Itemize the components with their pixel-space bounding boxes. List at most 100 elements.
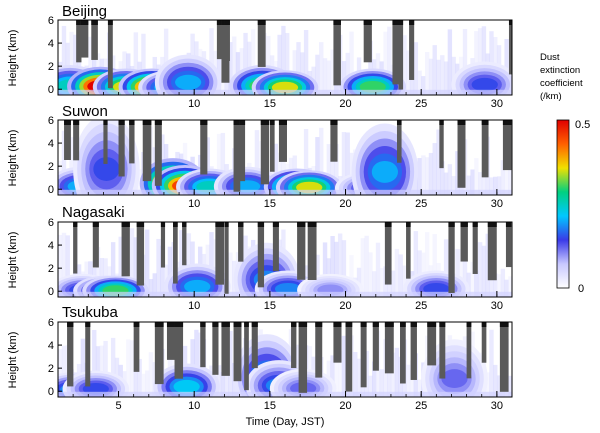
cloud-column — [330, 120, 338, 162]
background-extinction-column — [443, 61, 449, 95]
background-extinction-column — [394, 248, 400, 297]
background-extinction-column — [455, 248, 460, 297]
cloud-top — [257, 222, 265, 227]
x-tick-label: 5 — [115, 400, 121, 412]
cloud-column — [238, 222, 244, 262]
y-tick-label: 4 — [48, 38, 54, 50]
background-extinction-column — [216, 365, 222, 397]
cloud-top — [396, 120, 402, 125]
background-extinction-column — [489, 329, 494, 397]
background-extinction-column — [319, 42, 324, 95]
background-extinction-column — [337, 350, 343, 397]
background-extinction-column — [334, 241, 339, 297]
background-extinction-column — [428, 58, 434, 95]
background-extinction-column — [322, 242, 328, 297]
cloud-column — [154, 120, 162, 186]
x-tick-label: 15 — [264, 198, 276, 210]
background-extinction-column — [413, 42, 419, 95]
cloud-column — [107, 20, 113, 89]
y-tick-label: 6 — [48, 115, 54, 127]
cloud-column — [200, 120, 208, 175]
cloud-top — [481, 322, 487, 327]
background-extinction-column — [303, 30, 309, 95]
cloud-column — [166, 322, 176, 360]
cloud-top — [278, 120, 287, 125]
y-tick-label: 4 — [48, 340, 54, 352]
background-extinction-column — [504, 38, 509, 95]
cloud-top — [439, 322, 446, 327]
background-extinction-column — [394, 347, 400, 397]
background-extinction-column — [477, 172, 483, 195]
panel-title-suwon: Suwon — [62, 103, 108, 120]
cloud-column — [133, 322, 140, 372]
background-extinction-column — [148, 279, 154, 297]
cloud-top — [64, 120, 71, 125]
cloud-top — [133, 322, 140, 327]
background-extinction-column — [421, 76, 426, 95]
cloud-top — [67, 322, 74, 327]
y-axis-label-tsukuba: Height (km) — [7, 332, 19, 389]
cloud-top — [200, 120, 208, 125]
background-extinction-column — [368, 252, 373, 297]
background-extinction-column — [440, 161, 445, 195]
background-extinction-column — [406, 364, 411, 397]
cloud-top — [406, 222, 411, 227]
background-extinction-column — [462, 236, 468, 297]
cloud-column — [481, 322, 487, 363]
cloud-top — [400, 322, 406, 327]
y-tick-label: 6 — [48, 317, 54, 329]
x-tick-label: 15 — [264, 400, 276, 412]
background-extinction-column — [417, 379, 422, 397]
background-extinction-column — [387, 350, 392, 397]
dust-event-mark — [371, 160, 398, 183]
cloud-column — [129, 120, 135, 164]
background-extinction-column — [424, 157, 430, 195]
background-extinction-column — [92, 33, 97, 95]
dust-event-mark — [234, 180, 261, 193]
background-extinction-column — [383, 31, 388, 95]
cloud-column — [278, 120, 287, 162]
x-tick-label: 25 — [415, 400, 427, 412]
cloud-column — [333, 20, 341, 86]
cloud-column — [67, 322, 74, 387]
background-extinction-column — [451, 176, 456, 195]
background-extinction-column — [477, 242, 483, 297]
cloud-column — [64, 120, 71, 160]
cloud-top — [392, 20, 401, 25]
background-extinction-column — [424, 232, 430, 297]
x-tick-label: 25 — [415, 198, 427, 210]
cloud-top — [233, 120, 241, 125]
cloud-top — [91, 20, 98, 25]
background-extinction-column — [345, 132, 350, 195]
cloud-top — [466, 322, 472, 327]
panel-title-nagasaki: Nagasaki — [62, 204, 125, 221]
cloud-top — [103, 120, 108, 125]
background-extinction-column — [303, 129, 309, 195]
plot-area-beijing — [58, 20, 512, 95]
cloud-top — [129, 120, 135, 125]
cloud-top — [439, 120, 444, 125]
x-tick-label: 25 — [415, 300, 427, 312]
cloud-top — [384, 222, 392, 227]
cloud-column — [291, 322, 297, 368]
background-extinction-column — [216, 46, 222, 95]
cloud-column — [472, 222, 478, 274]
cloud-column — [121, 222, 130, 277]
cloud-column — [244, 322, 249, 391]
background-extinction-column — [254, 130, 260, 195]
x-tick-label: 30 — [491, 198, 503, 210]
background-extinction-column — [209, 28, 214, 95]
background-extinction-column — [334, 144, 339, 195]
background-extinction-column — [500, 160, 506, 195]
background-extinction-column — [228, 42, 233, 95]
cloud-top — [244, 322, 249, 327]
cloud-column — [251, 322, 258, 369]
y-tick-label: 2 — [48, 161, 54, 173]
cloud-top — [512, 322, 519, 327]
background-extinction-column — [489, 177, 494, 195]
colorbar-gradient — [556, 119, 570, 289]
background-extinction-column — [228, 252, 233, 297]
cloud-column — [142, 120, 152, 182]
